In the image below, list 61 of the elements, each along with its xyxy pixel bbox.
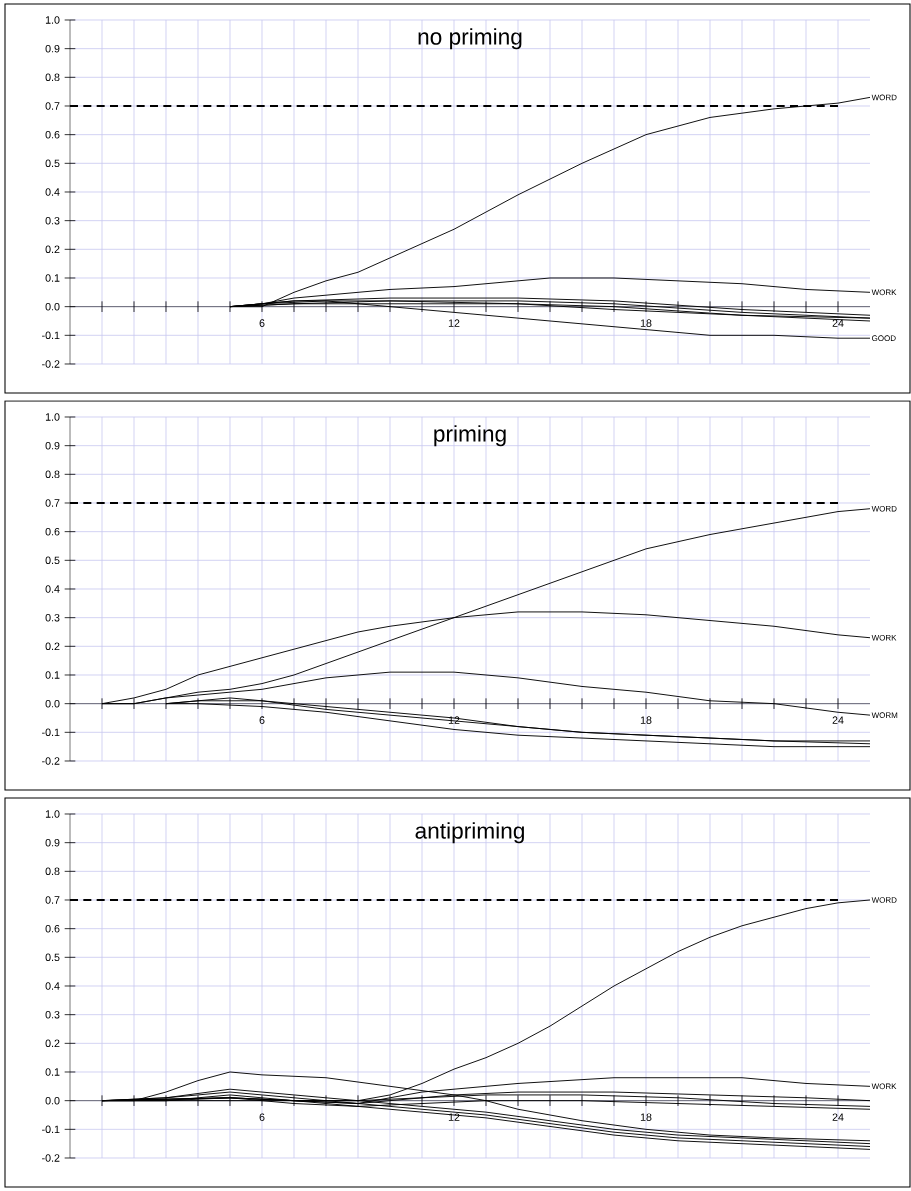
x-tick-label: 6 (259, 716, 265, 724)
chart-title: no priming (418, 28, 522, 50)
y-tick-label: 0.1 (45, 274, 60, 282)
series-label: GOOD (872, 335, 896, 342)
y-tick-label: -0.2 (42, 1154, 60, 1162)
x-tick-label: 6 (259, 319, 265, 327)
y-tick-label: 0.5 (45, 953, 60, 962)
y-tick-label: 0.0 (45, 699, 60, 708)
x-tick-label: 24 (832, 319, 844, 327)
y-tick-label: 1.0 (45, 810, 60, 818)
y-tick-label: 0.9 (45, 441, 60, 450)
y-tick-label: -0.1 (42, 331, 60, 340)
y-tick-label: -0.2 (42, 360, 60, 368)
y-tick-label: 0.5 (45, 159, 60, 168)
y-tick-label: 0.1 (45, 1068, 60, 1076)
y-tick-label: 0.3 (45, 216, 60, 225)
y-tick-label: -0.1 (42, 728, 60, 737)
y-tick-label: 0.6 (45, 130, 60, 139)
x-tick-label: 24 (832, 1113, 844, 1121)
y-tick-label: 0.0 (45, 1096, 60, 1105)
y-tick-label: 0.8 (45, 470, 60, 479)
y-tick-label: 0.4 (45, 585, 60, 593)
x-tick-label: 12 (448, 1113, 460, 1121)
y-tick-label: 0.4 (45, 982, 60, 990)
series-label: WORK (871, 634, 897, 641)
y-tick-label: 0.7 (45, 102, 60, 110)
y-tick-label: 0.8 (45, 867, 60, 876)
series-label: WORK (871, 1083, 897, 1090)
x-tick-label: 24 (832, 716, 844, 724)
y-tick-label: 0.2 (45, 642, 60, 651)
y-tick-label: 0.9 (45, 838, 60, 847)
x-tick-label: 12 (448, 319, 460, 327)
y-tick-label: 0.6 (45, 527, 60, 536)
x-tick-label: 18 (640, 1113, 652, 1121)
y-tick-label: 1.0 (45, 16, 60, 24)
y-tick-label: 0.6 (45, 924, 60, 933)
y-tick-label: -0.2 (42, 757, 60, 765)
y-tick-label: 0.7 (45, 896, 60, 904)
series-label: WORM (871, 712, 898, 718)
y-tick-label: 0.2 (45, 1039, 60, 1048)
y-tick-label: 0.9 (45, 44, 60, 53)
y-tick-label: 0.5 (45, 556, 60, 565)
y-tick-label: 0.1 (45, 671, 60, 679)
y-tick-label: 0.2 (45, 245, 60, 254)
series-label: WORD (871, 94, 897, 101)
series-label: WORK (871, 289, 897, 296)
series-label: WORD (871, 897, 897, 903)
y-tick-label: 0.3 (45, 613, 60, 622)
y-tick-label: 0.8 (45, 73, 60, 82)
y-tick-label: 0.3 (45, 1010, 60, 1019)
y-tick-label: -0.1 (42, 1125, 60, 1134)
y-tick-label: 0.0 (45, 302, 60, 311)
x-tick-label: 6 (259, 1113, 265, 1121)
chart-title: antipriming (415, 822, 524, 844)
x-tick-label: 18 (640, 716, 652, 724)
x-tick-label: 18 (640, 319, 652, 327)
series-label: WORD (871, 505, 897, 512)
y-tick-label: 0.4 (45, 188, 60, 196)
y-tick-label: 0.7 (45, 499, 60, 507)
chart-title: priming (434, 425, 506, 447)
y-tick-label: 1.0 (45, 413, 60, 421)
